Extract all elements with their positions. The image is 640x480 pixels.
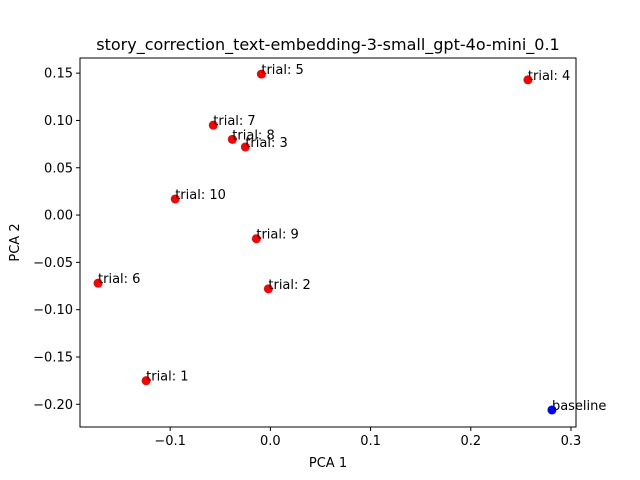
y-axis-ticks: −0.20 −0.15 −0.10 −0.05 0.00 0.05 0.10 0.15 — [33, 67, 80, 413]
data-point-label: trial: 10 — [175, 188, 226, 203]
data-point — [240, 142, 250, 152]
data-point-label: trial: 7 — [213, 114, 255, 129]
data-point — [141, 376, 151, 386]
axes-frame — [79, 57, 577, 428]
y-tick-label: −0.05 — [33, 256, 73, 271]
y-tick-label: −0.15 — [33, 350, 73, 365]
data-point-label: trial: 1 — [146, 370, 188, 385]
data-point-label: trial: 6 — [98, 272, 140, 287]
y-tick-label: 0.15 — [44, 67, 73, 82]
x-tick-label: 0.1 — [360, 434, 381, 449]
x-axis-ticks: −0.1 0.0 0.1 0.2 0.3 — [154, 427, 581, 449]
chart-title: story_correction_text-embedding-3-small_… — [96, 35, 559, 55]
data-point-label: trial: 3 — [245, 136, 287, 151]
data-point — [93, 278, 103, 288]
data-point — [523, 75, 533, 85]
x-tick-label: −0.1 — [154, 434, 186, 449]
data-point — [547, 405, 557, 415]
data-point — [170, 194, 180, 204]
plot-area: trial: 1 trial: 2 trial: 3 trial: 4 trial: 5… — [93, 63, 606, 415]
data-point — [263, 284, 273, 294]
data-point — [208, 120, 218, 130]
x-tick-label: 0.3 — [561, 434, 582, 449]
y-tick-label: 0.05 — [44, 161, 73, 176]
y-axis-title: PCA 2 — [8, 223, 23, 261]
data-point-label: trial: 8 — [232, 128, 274, 143]
data-point — [251, 234, 261, 244]
y-tick-label: 0.00 — [44, 209, 73, 224]
x-tick-label: 0.2 — [460, 434, 481, 449]
y-tick-label: −0.20 — [33, 398, 73, 413]
data-point-label: baseline — [552, 399, 606, 414]
x-tick-label: 0.0 — [260, 434, 281, 449]
y-tick-label: −0.10 — [33, 303, 73, 318]
y-tick-label: 0.10 — [44, 114, 73, 129]
data-point-label: trial: 4 — [528, 69, 570, 84]
x-axis-title: PCA 1 — [309, 456, 347, 471]
data-point — [227, 134, 237, 144]
data-point-label: trial: 9 — [256, 228, 298, 243]
data-point-label: trial: 2 — [268, 278, 310, 293]
data-point — [256, 69, 266, 79]
data-point-label: trial: 5 — [261, 63, 303, 78]
